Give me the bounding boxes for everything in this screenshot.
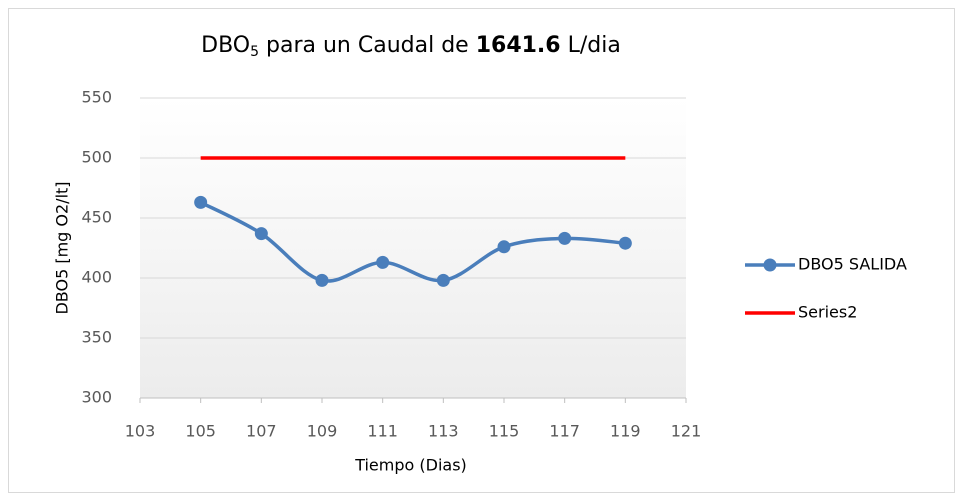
x-tick-label: 109 [307,422,338,441]
data-point [315,273,329,287]
legend-label: Series2 [798,303,857,322]
y-axis-label: DBO5 [mg O2/lt] [53,181,72,314]
data-point [436,273,450,287]
x-tick-label: 121 [671,422,702,441]
x-tick-label: 105 [185,422,216,441]
y-tick-label: 350 [81,328,112,347]
x-tick-label: 103 [125,422,156,441]
title-subscript: 5 [250,44,259,60]
y-tick-label: 550 [81,88,112,107]
x-tick-label: 107 [246,422,277,441]
legend-marker [763,258,777,272]
title-part: L/dia [561,33,621,58]
data-point [558,231,572,245]
y-tick-label: 500 [81,148,112,167]
y-tick-label: 450 [81,208,112,227]
x-tick-label: 115 [489,422,520,441]
title-bold: 1641.6 [476,33,561,58]
y-tick-label: 400 [81,268,112,287]
data-point [376,255,390,269]
y-tick-label: 300 [81,388,112,407]
chart-title: DBO5 para un Caudal de 1641.6 L/dia [201,33,621,60]
plot-area [140,98,686,398]
x-tick-label: 117 [549,422,580,441]
title-part: para un Caudal de [259,33,476,58]
data-point [194,195,208,209]
data-point [254,227,268,241]
legend-label: DBO5 SALIDA [798,255,907,274]
x-tick-label: 119 [610,422,641,441]
x-axis-label: Tiempo (Dias) [354,456,467,475]
data-point [618,236,632,250]
title-part: DBO [201,33,250,58]
data-point [497,240,511,254]
x-tick-label: 111 [367,422,398,441]
x-tick-label: 113 [428,422,459,441]
